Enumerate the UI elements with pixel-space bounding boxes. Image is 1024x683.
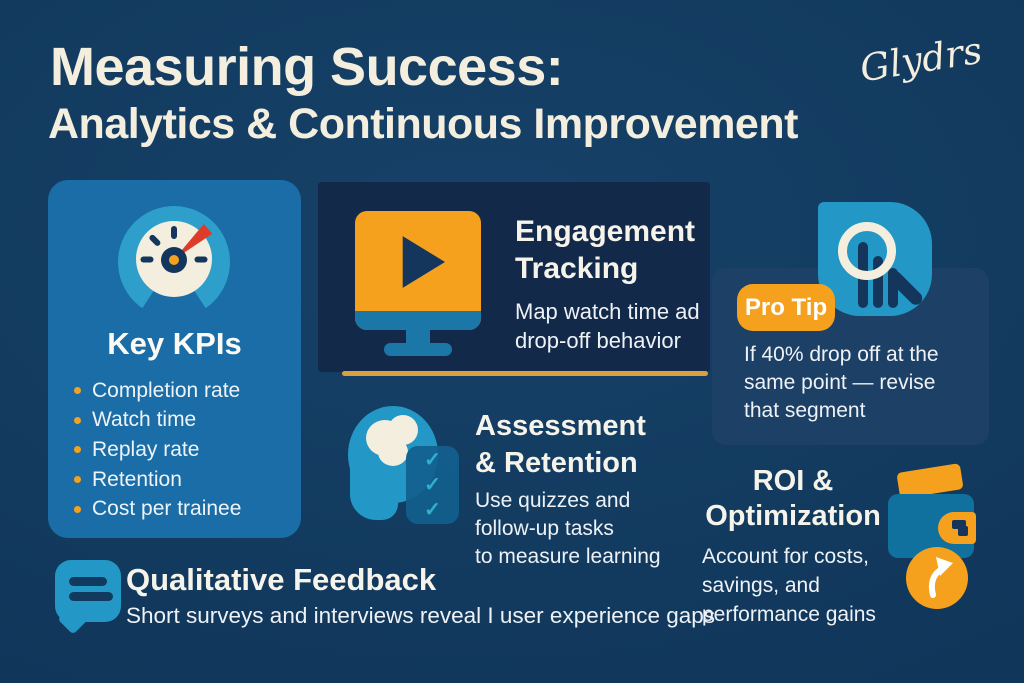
kpi-item-label: Cost per trainee	[92, 497, 242, 521]
kpi-item-label: Watch time	[92, 408, 197, 432]
roi-heading: ROI & Optimization	[700, 464, 886, 534]
head-jaw	[350, 465, 398, 520]
gauge-tick-right	[194, 256, 208, 263]
check-icon: ✓	[424, 449, 441, 471]
growth-arrow-svg	[928, 557, 953, 598]
engagement-heading-line2: Tracking	[515, 252, 639, 285]
feedback-heading: Qualitative Feedback	[126, 562, 437, 597]
bullet-dot-icon	[74, 387, 81, 395]
kpi-list-item: Completion rate	[74, 376, 241, 406]
bullet-dot-icon	[74, 476, 81, 484]
kpi-list-item: Replay rate	[74, 435, 241, 465]
roi-body: Account for costs, savings, and performa…	[702, 542, 876, 629]
wallet-clasp-glyph	[952, 520, 966, 529]
play-triangle-icon	[402, 236, 445, 288]
speech-bubble-icon	[55, 560, 121, 622]
assessment-heading-line1: Assessment	[475, 410, 646, 442]
assessment-body-line1: Use quizzes and	[475, 489, 631, 512]
roi-heading-line1: ROI &	[752, 465, 834, 497]
roi-body-line3: performance gains	[702, 603, 876, 626]
kpi-item-label: Retention	[92, 467, 182, 491]
kpi-card-heading: Key KPIs	[107, 326, 242, 361]
speech-text-line	[69, 577, 107, 586]
brand-signature: Glydrs	[857, 28, 985, 91]
checklist-icon: ✓ ✓ ✓	[406, 446, 459, 524]
kpi-list-item: Cost per trainee	[74, 494, 241, 524]
gauge-tick-left	[140, 256, 154, 263]
pro-tip-body-line2: same point — revise	[744, 371, 936, 394]
chart-bar	[873, 256, 883, 308]
engagement-body: Map watch time ad drop-off behavior	[515, 297, 700, 355]
roi-body-line2: savings, and	[702, 574, 820, 597]
kpi-item-label: Replay rate	[92, 437, 200, 461]
assessment-body-line3: to measure learning	[475, 545, 661, 568]
pro-tip-body-line3: that segment	[744, 399, 866, 422]
monitor-stand-neck	[406, 330, 430, 344]
wallet-clasp-glyph	[958, 526, 968, 536]
gauge-icon	[118, 206, 230, 320]
roi-heading-line2: Optimization	[705, 500, 881, 532]
growth-arrow-icon	[906, 547, 968, 609]
monitor-stand-base	[384, 343, 452, 356]
brain-lobe	[378, 438, 408, 466]
assessment-body-line2: follow-up tasks	[475, 517, 614, 540]
assessment-heading: Assessment & Retention	[475, 408, 646, 482]
page-title-line1: Measuring Success:	[50, 37, 564, 97]
assessment-heading-line2: & Retention	[475, 447, 638, 479]
kpi-list-item: Retention	[74, 465, 241, 495]
pro-tip-badge: Pro Tip	[737, 284, 835, 331]
speech-text-line	[69, 592, 113, 601]
pro-tip-body-line1: If 40% drop off at the	[744, 343, 939, 366]
chart-bar	[888, 268, 898, 308]
key-kpis-card: Key KPIs Completion rate Watch time Repl…	[48, 180, 301, 538]
bullet-dot-icon	[74, 446, 81, 454]
page-title-line2: Analytics & Continuous Improvement	[48, 100, 798, 148]
engagement-heading: Engagement Tracking	[515, 213, 695, 287]
bullet-dot-icon	[74, 505, 81, 513]
section-divider-line	[342, 371, 708, 376]
bullet-dot-icon	[74, 416, 81, 424]
engagement-heading-line1: Engagement	[515, 215, 696, 248]
feedback-body: Short surveys and interviews reveal I us…	[126, 603, 716, 628]
pro-tip-body: If 40% drop off at the same point — revi…	[744, 341, 939, 425]
kpi-list-item: Watch time	[74, 406, 241, 436]
kpi-item-label: Completion rate	[92, 378, 241, 402]
engagement-body-line2: drop-off behavior	[515, 328, 681, 353]
engagement-body-line1: Map watch time ad	[515, 299, 700, 324]
roi-body-line1: Account for costs,	[702, 545, 869, 568]
gauge-hub-dot	[169, 255, 179, 265]
monitor-bottom-bezel	[355, 311, 481, 330]
check-icon: ✓	[424, 474, 441, 496]
monitor-play-icon	[355, 211, 481, 330]
kpi-list: Completion rate Watch time Replay rate R…	[74, 376, 241, 524]
gauge-tick-top	[171, 226, 177, 239]
magnifier-lens	[838, 222, 896, 280]
assessment-body: Use quizzes and follow-up tasks to measu…	[475, 487, 661, 571]
check-icon: ✓	[424, 499, 441, 521]
